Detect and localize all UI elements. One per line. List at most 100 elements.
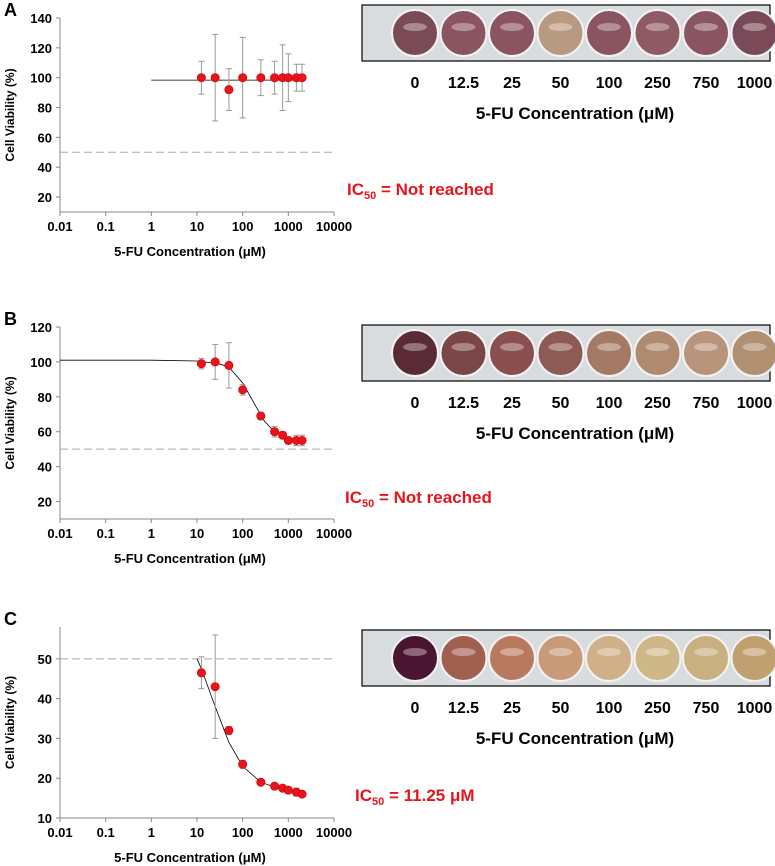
well-label: 100: [596, 395, 623, 412]
data-point: [238, 759, 248, 769]
y-tick-label: 20: [38, 495, 52, 510]
x-tick-label: 10: [190, 825, 204, 840]
y-tick-label: 30: [38, 731, 52, 746]
data-point: [224, 85, 234, 95]
x-tick-label: 0.01: [47, 219, 72, 234]
y-tick-label: 100: [30, 71, 52, 86]
fit-curve: [196, 658, 303, 794]
x-axis-label: 5-FU Concentration (μM): [114, 850, 266, 865]
y-tick-label: 10: [38, 811, 52, 826]
well-highlight: [500, 343, 524, 351]
x-tick-label: 0.01: [47, 825, 72, 840]
well: [633, 9, 682, 57]
well-highlight: [694, 23, 718, 31]
well: [391, 329, 439, 377]
well: [682, 329, 730, 377]
well-highlight: [548, 648, 573, 656]
ic50-text: = Not reached: [376, 180, 494, 199]
well-highlight: [500, 648, 524, 656]
well-highlight: [548, 343, 573, 351]
panel-label: C: [4, 609, 17, 629]
well-label: 100: [596, 700, 623, 717]
y-axis-label: Cell Viability (%): [3, 676, 17, 769]
well-highlight: [403, 343, 427, 351]
well-label: 250: [644, 700, 671, 717]
x-tick-label: 10: [190, 526, 204, 541]
x-axis-label: 5-FU Concentration (μM): [114, 244, 266, 259]
well-highlight: [694, 648, 718, 656]
data-point: [224, 360, 234, 370]
well: [488, 634, 536, 682]
well-label: 1000: [737, 395, 773, 412]
well-label: 50: [552, 395, 570, 412]
well-label: 25: [503, 700, 521, 717]
x-tick-label: 1: [148, 526, 155, 541]
well-highlight: [645, 648, 670, 656]
x-axis-label: 5-FU Concentration (μM): [114, 551, 266, 566]
y-axis-label: Cell Viability (%): [3, 68, 17, 161]
y-tick-label: 80: [38, 101, 52, 116]
y-tick-label: 20: [38, 771, 52, 786]
data-point: [270, 427, 280, 437]
data-point: [196, 668, 206, 678]
x-tick-label: 100: [232, 219, 254, 234]
well: [585, 329, 633, 377]
x-tick-label: 1000: [274, 219, 303, 234]
y-tick-label: 40: [38, 160, 52, 175]
data-point: [210, 73, 220, 83]
y-tick-label: 60: [38, 425, 52, 440]
well-label: 1000: [737, 700, 773, 717]
well-highlight: [451, 23, 476, 31]
data-point: [283, 435, 293, 445]
y-tick-label: 20: [38, 190, 52, 205]
ic50-label: IC50 = Not reached: [347, 180, 494, 202]
x-tick-label: 1000: [274, 526, 303, 541]
well: [439, 329, 488, 377]
well-highlight: [694, 343, 718, 351]
ic50-label: IC50 = Not reached: [345, 488, 492, 510]
data-point: [256, 777, 266, 787]
data-point: [278, 430, 288, 440]
well-highlight: [742, 343, 767, 351]
well: [439, 9, 488, 57]
x-tick-label: 100: [232, 825, 254, 840]
well: [730, 9, 775, 57]
x-tick-label: 0.1: [97, 825, 115, 840]
data-point: [210, 357, 220, 367]
ic50-sub: 50: [362, 498, 374, 510]
data-point: [270, 781, 280, 791]
data-point: [238, 73, 248, 83]
well-highlight: [548, 23, 573, 31]
well-highlight: [742, 648, 767, 656]
well: [488, 329, 536, 377]
well-highlight: [597, 23, 621, 31]
well: [585, 9, 633, 57]
x-tick-label: 10: [190, 219, 204, 234]
data-point: [297, 435, 307, 445]
ic50-sub: 50: [372, 796, 384, 808]
data-point: [283, 73, 293, 83]
data-point: [196, 359, 206, 369]
y-tick-label: 50: [38, 652, 52, 667]
ic50-prefix: IC: [355, 786, 372, 805]
well-highlight: [451, 648, 476, 656]
well: [730, 634, 775, 682]
well-label: 250: [644, 75, 671, 92]
x-tick-label: 0.01: [47, 526, 72, 541]
well: [391, 634, 439, 682]
well-label: 0: [411, 395, 420, 412]
x-tick-label: 100: [232, 526, 254, 541]
well-highlight: [403, 648, 427, 656]
well-label: 50: [552, 700, 570, 717]
data-point: [283, 785, 293, 795]
well: [585, 634, 633, 682]
well-highlight: [500, 23, 524, 31]
well-label: 250: [644, 395, 671, 412]
panel-label: B: [4, 309, 17, 329]
data-point: [196, 73, 206, 83]
x-tick-label: 10000: [316, 825, 352, 840]
well: [488, 9, 536, 57]
well-label: 25: [503, 75, 521, 92]
data-point: [297, 789, 307, 799]
